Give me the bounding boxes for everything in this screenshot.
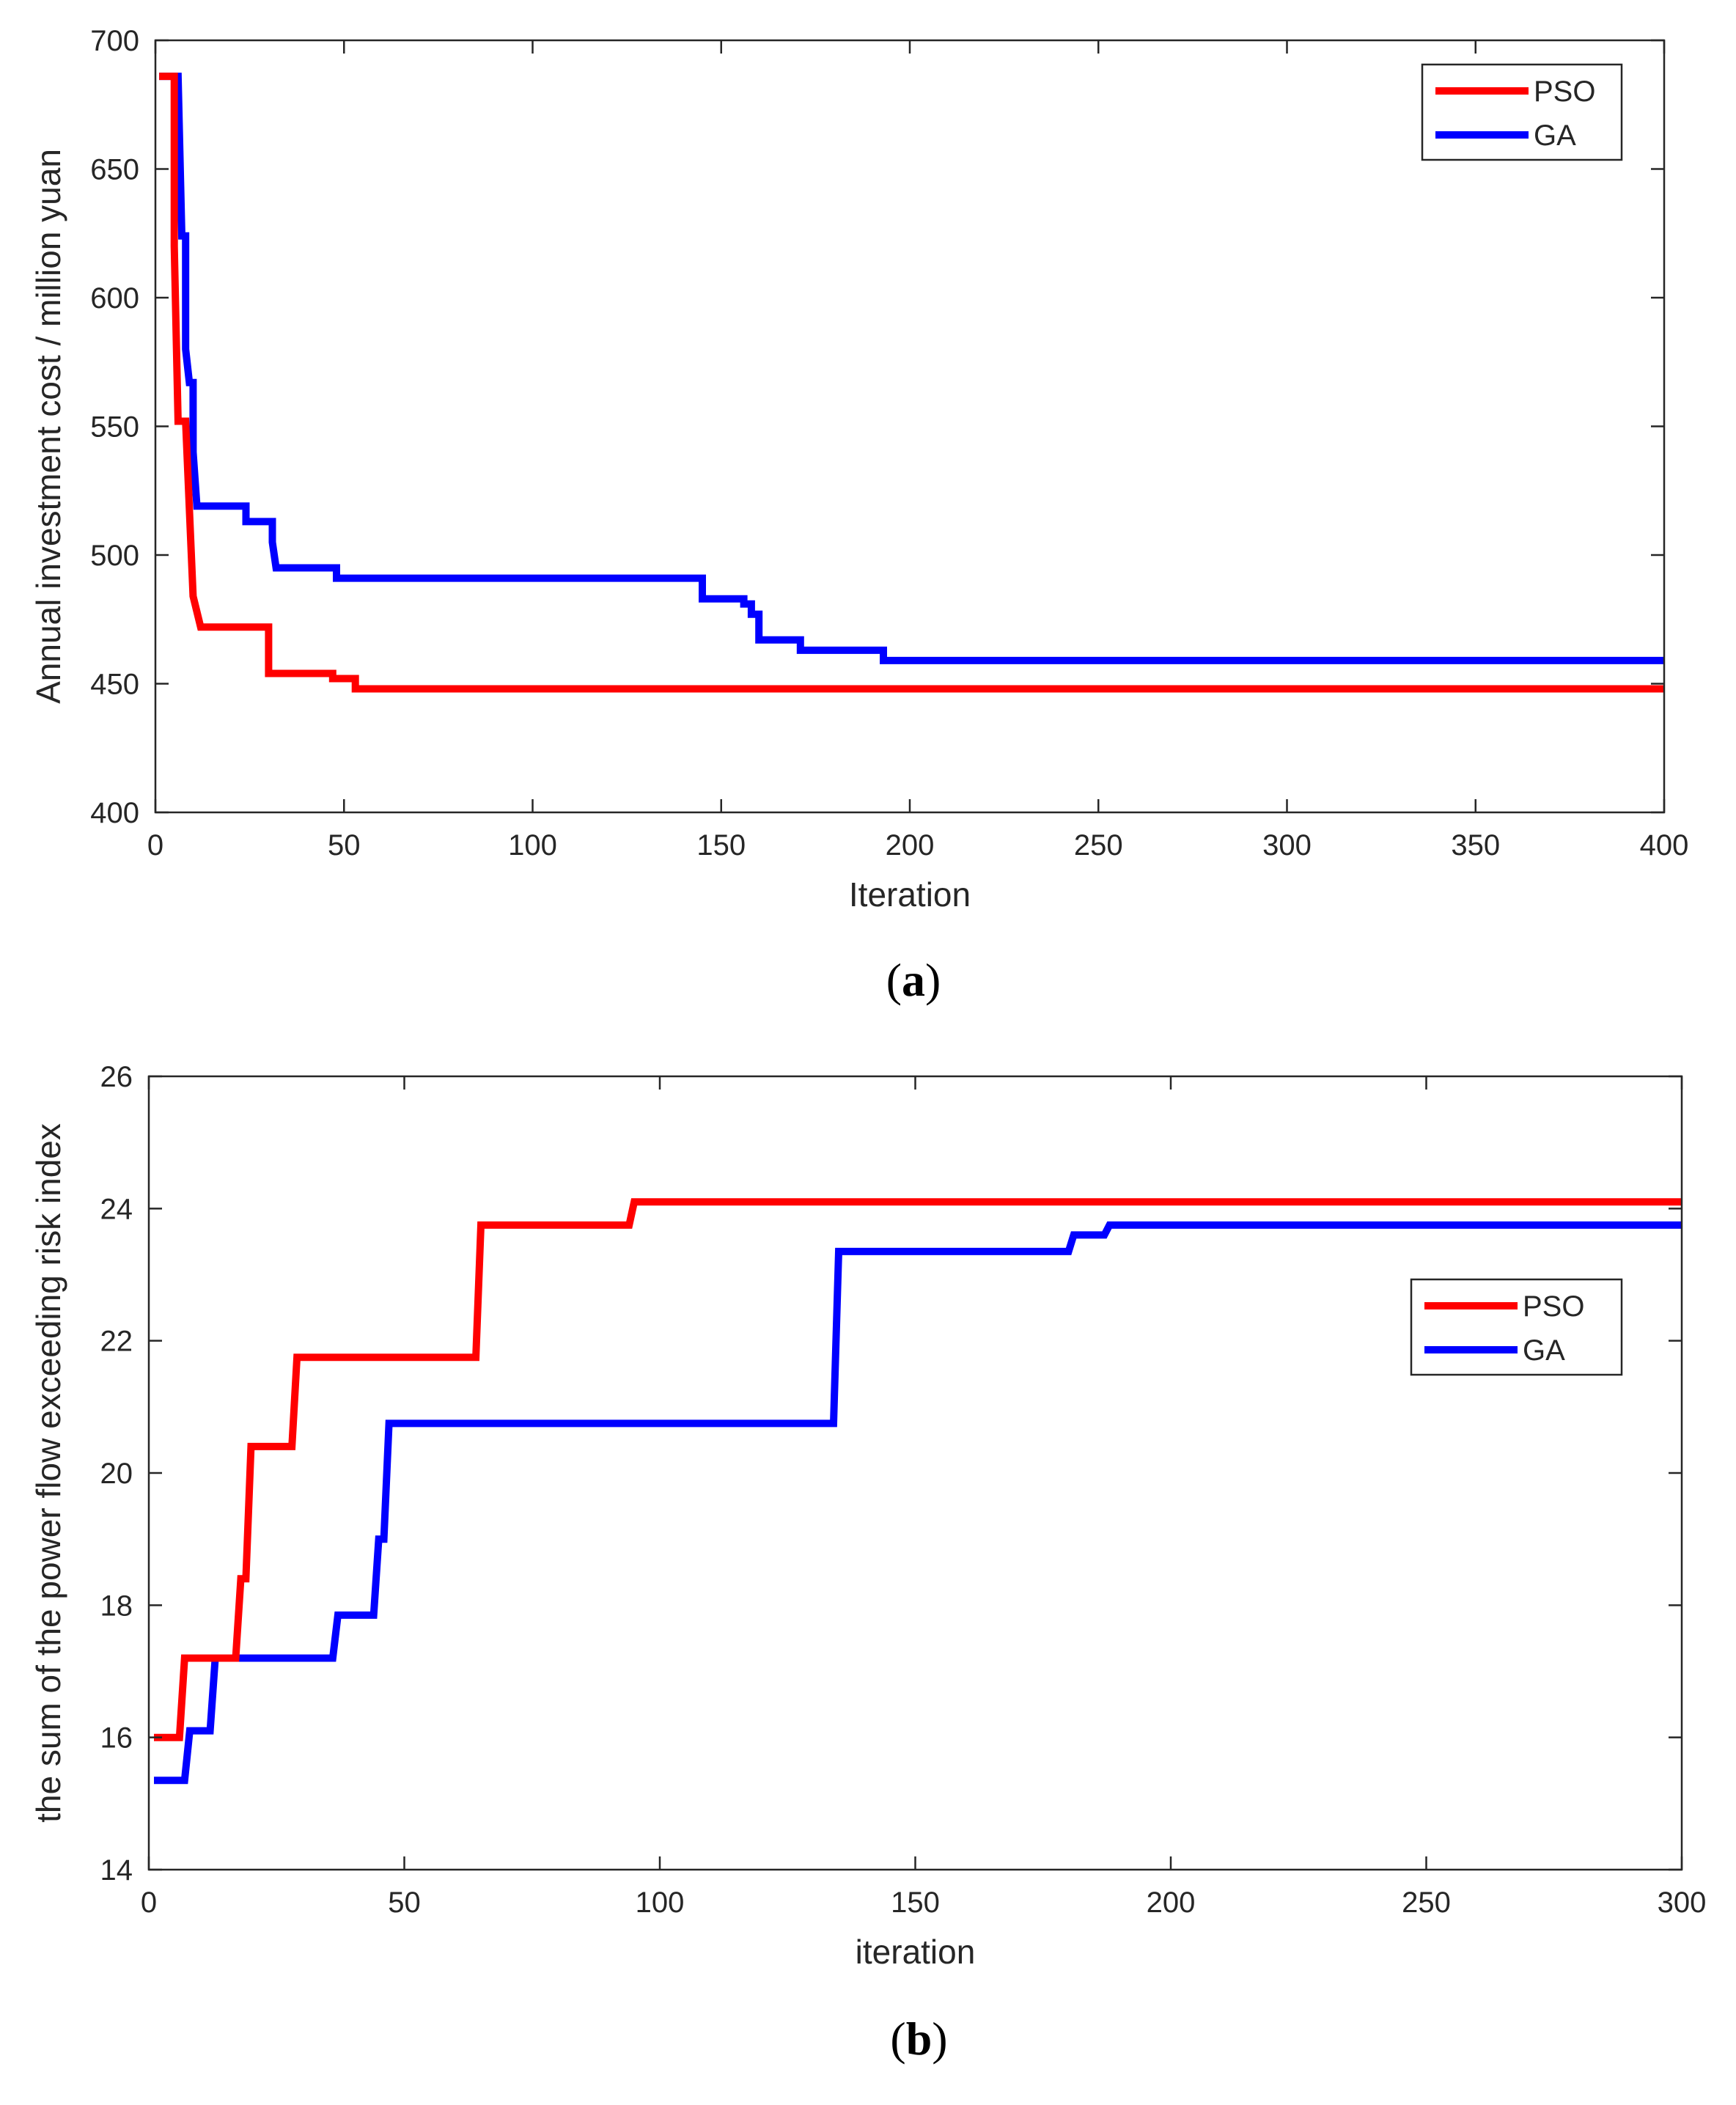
y-tick-label: 16 bbox=[100, 1722, 133, 1755]
legend-box bbox=[1421, 63, 1623, 161]
x-tick-label: 350 bbox=[1451, 829, 1500, 862]
legend-box bbox=[1410, 1278, 1623, 1376]
y-tick-label: 26 bbox=[100, 1061, 133, 1093]
y-tick-label: 650 bbox=[90, 154, 139, 186]
legend-label-ga: GA bbox=[1534, 120, 1576, 152]
x-tick-label: 0 bbox=[147, 829, 163, 862]
x-tick-label: 400 bbox=[1640, 829, 1689, 862]
y-tick-label: 18 bbox=[100, 1590, 133, 1622]
chart-caption: (b) bbox=[890, 2013, 947, 2065]
x-tick-label: 100 bbox=[636, 1887, 685, 1919]
x-axis-label: Iteration bbox=[849, 875, 971, 914]
x-tick-label: 200 bbox=[1147, 1887, 1196, 1919]
x-tick-label: 250 bbox=[1402, 1887, 1451, 1919]
y-tick-label: 600 bbox=[90, 282, 139, 315]
y-tick-label: 500 bbox=[90, 540, 139, 572]
x-tick-label: 200 bbox=[886, 829, 935, 862]
caption-open-paren: ( bbox=[890, 2013, 905, 2065]
plot-area bbox=[149, 1076, 1682, 1870]
series-group bbox=[159, 73, 1664, 693]
y-axis-label: the sum of the power flow exceeding risk… bbox=[29, 1123, 67, 1823]
plot-area bbox=[155, 40, 1664, 812]
y-tick-label: 700 bbox=[90, 25, 139, 57]
x-tick-label: 150 bbox=[891, 1887, 940, 1919]
series-line-pso bbox=[159, 73, 1664, 693]
x-tick-label: 50 bbox=[328, 829, 361, 862]
caption-close-paren: ) bbox=[925, 954, 941, 1006]
series-line-pso bbox=[154, 1198, 1682, 1741]
series-line-ga bbox=[159, 73, 1664, 664]
legend-label-ga: GA bbox=[1523, 1334, 1565, 1367]
x-tick-label: 100 bbox=[508, 829, 557, 862]
y-tick-label: 550 bbox=[90, 411, 139, 444]
y-tick-label: 400 bbox=[90, 797, 139, 829]
caption-close-paren: ) bbox=[932, 2013, 947, 2065]
legend: PSO GA bbox=[1421, 63, 1623, 161]
legend: PSO GA bbox=[1410, 1278, 1623, 1376]
chart-a: 0 50 100 150 200 250 300 350 400 400 450 500 550 600 6… bbox=[29, 25, 1688, 1006]
y-tick-label: 14 bbox=[100, 1854, 133, 1887]
legend-label-pso: PSO bbox=[1523, 1290, 1584, 1323]
y-tick-label: 450 bbox=[90, 669, 139, 701]
caption-letter: b bbox=[906, 2013, 933, 2065]
chart-b: 0 50 100 150 200 250 300 14 16 18 20 22 24 26 iteratio… bbox=[29, 1061, 1706, 2065]
x-tick-label: 250 bbox=[1074, 829, 1123, 862]
x-tick-label: 0 bbox=[141, 1887, 157, 1919]
caption-open-paren: ( bbox=[886, 954, 902, 1006]
x-axis-label: iteration bbox=[856, 1933, 976, 1971]
caption-letter: a bbox=[902, 954, 925, 1006]
y-tick-label: 22 bbox=[100, 1326, 133, 1358]
legend-label-pso: PSO bbox=[1534, 76, 1595, 108]
x-tick-label: 50 bbox=[388, 1887, 421, 1919]
series-line-ga bbox=[154, 1221, 1682, 1785]
x-tick-label: 150 bbox=[696, 829, 746, 862]
x-tick-label: 300 bbox=[1262, 829, 1312, 862]
series-group bbox=[154, 1198, 1682, 1785]
y-axis-label: Annual investment cost / million yuan bbox=[29, 149, 67, 704]
x-tick-label: 300 bbox=[1658, 1887, 1707, 1919]
chart-caption: (a) bbox=[886, 954, 941, 1006]
y-tick-label: 24 bbox=[100, 1193, 133, 1225]
y-tick-label: 20 bbox=[100, 1458, 133, 1490]
